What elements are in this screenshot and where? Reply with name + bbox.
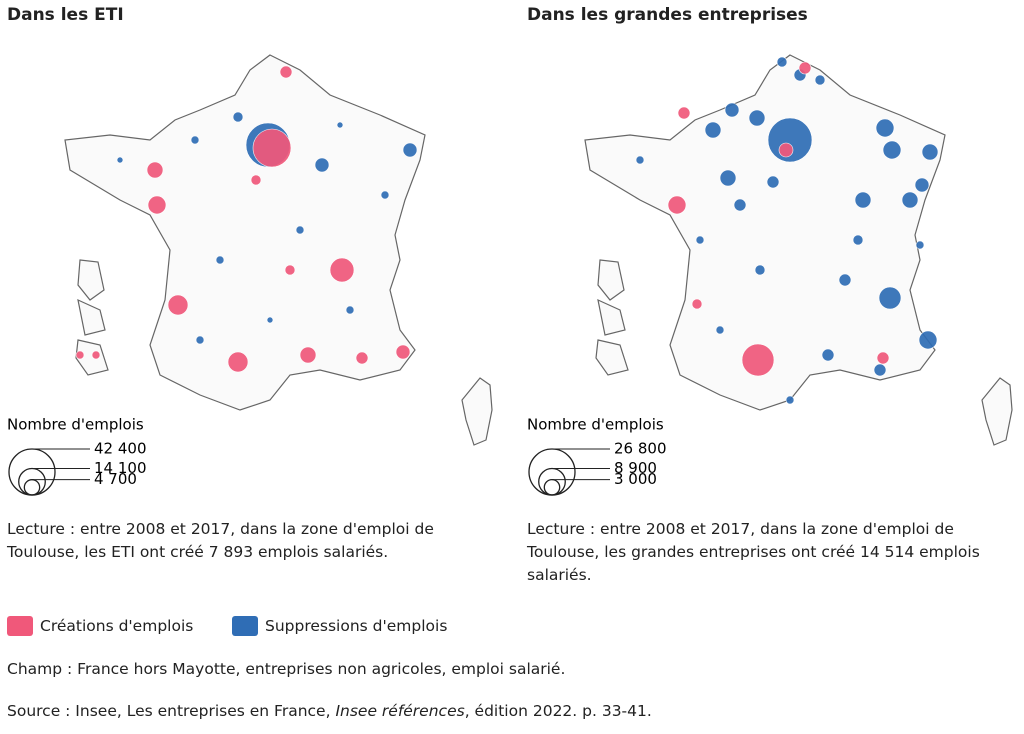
size-circle [23, 479, 41, 496]
size-label: 3 000 [614, 470, 657, 488]
source-italic: Insee références [335, 702, 465, 720]
scope-note: Champ : France hors Mayotte, entreprises… [7, 660, 566, 678]
source-note: Source : Insee, Les entreprises en Franc… [7, 700, 652, 723]
size-circle [528, 448, 576, 496]
size-circle [538, 467, 566, 496]
map-eti [64, 54, 493, 446]
legend-label: Suppressions d'emplois [265, 617, 448, 635]
legend-title: Nombre d'emplois [527, 416, 664, 434]
source-text: , édition 2022. p. 33-41. [464, 702, 652, 720]
legend-label: Créations d'emplois [40, 617, 194, 635]
legend-swatch [7, 616, 33, 636]
size-circle [18, 467, 46, 496]
map-ge [584, 54, 1013, 446]
size-label: 26 800 [614, 440, 667, 458]
maps: Nombre d'emplois Nombre d'emplois 42 400… [7, 54, 1013, 496]
size-label: 42 400 [94, 440, 147, 458]
legend-title: Nombre d'emplois [7, 416, 144, 434]
size-label: 8 900 [614, 459, 657, 477]
size-label: 4 700 [94, 470, 137, 488]
size-circle [543, 478, 561, 496]
source-text: Source : Insee, Les entreprises en Franc… [7, 702, 336, 720]
reading-note: Lecture : entre 2008 et 2017, dans la zo… [527, 520, 980, 584]
reading-note: Lecture : entre 2008 et 2017, dans la zo… [7, 520, 434, 561]
legend-swatch [232, 616, 258, 636]
size-label: 14 100 [94, 459, 147, 477]
panel-title: Dans les grandes entreprises [527, 5, 808, 25]
panel-title: Dans les ETI [7, 5, 124, 25]
size-circle [8, 448, 56, 496]
